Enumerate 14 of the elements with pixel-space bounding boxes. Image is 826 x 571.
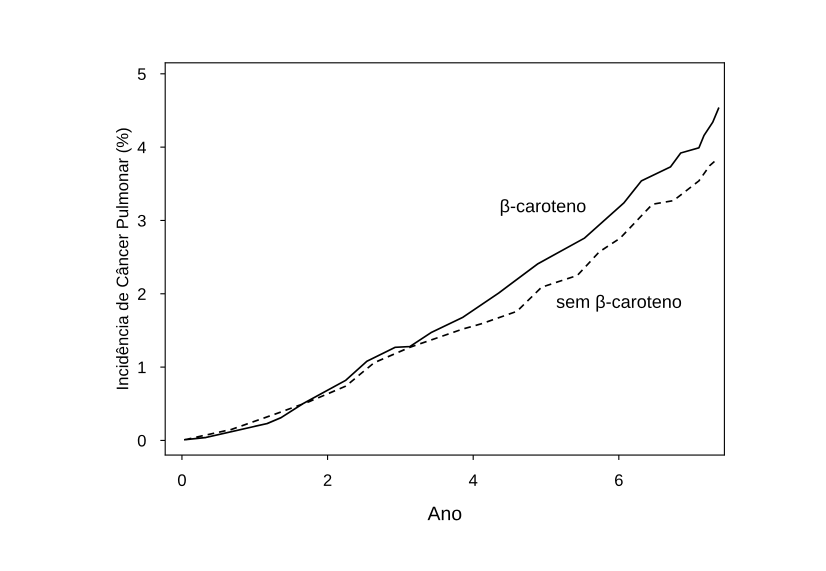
x-axis-title: Ano bbox=[428, 506, 462, 520]
y-tick-label: 0 bbox=[138, 434, 146, 447]
y-tick-label: 4 bbox=[138, 142, 146, 154]
series-label: β-caroteno bbox=[500, 199, 586, 216]
y-tick-label: 2 bbox=[138, 288, 146, 300]
x-tick-label: 6 bbox=[615, 474, 623, 486]
x-tick-label: 0 bbox=[178, 474, 186, 486]
y-tick-label: 5 bbox=[138, 68, 146, 80]
y-tick-label: 1 bbox=[138, 362, 146, 374]
y-axis-title: Incidência de Câncer Pulmonar (%) bbox=[116, 128, 132, 389]
x-tick-label: 2 bbox=[324, 474, 332, 486]
series-label: sem β-caroteno bbox=[556, 294, 682, 312]
x-tick-label: 4 bbox=[468, 474, 478, 486]
y-tick-label: 3 bbox=[138, 214, 146, 227]
